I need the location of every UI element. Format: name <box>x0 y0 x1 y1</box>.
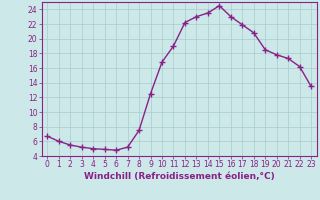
X-axis label: Windchill (Refroidissement éolien,°C): Windchill (Refroidissement éolien,°C) <box>84 172 275 181</box>
